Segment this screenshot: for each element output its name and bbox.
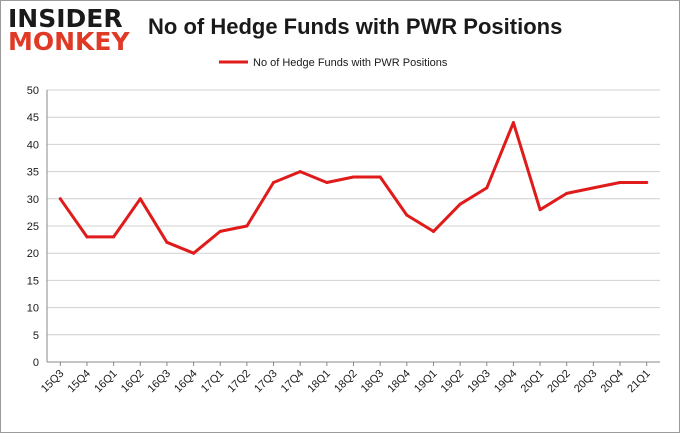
y-tick-label: 45	[27, 112, 39, 124]
data-point	[485, 186, 489, 190]
x-tick-label: 15Q4	[66, 368, 94, 396]
y-tick-labels: 0 5 10 15 20 25 30 35 40 45 50	[27, 85, 39, 369]
data-point	[218, 229, 222, 233]
x-tick-label: 20Q2	[545, 368, 573, 396]
x-tick-label: 21Q1	[625, 368, 653, 396]
series-line	[58, 121, 649, 255]
data-point	[85, 235, 89, 239]
data-point	[565, 191, 569, 195]
x-tick-label: 19Q2	[439, 368, 467, 396]
y-tick-label: 35	[27, 167, 39, 179]
series-layer	[58, 121, 649, 255]
x-tick-label: 19Q3	[465, 368, 493, 396]
y-tick-label: 30	[27, 194, 39, 206]
gridlines	[47, 89, 660, 336]
y-tick-label: 5	[33, 330, 39, 342]
legend: No of Hedge Funds with PWR Positions	[219, 57, 448, 69]
x-tick-label: 19Q1	[412, 368, 440, 396]
data-point	[325, 180, 329, 184]
x-tick-label: 20Q1	[519, 368, 547, 396]
data-point	[165, 240, 169, 244]
data-point	[272, 180, 276, 184]
x-tick-label: 16Q2	[119, 368, 147, 396]
data-point	[58, 197, 62, 201]
data-point	[618, 180, 622, 184]
data-point	[138, 197, 142, 201]
x-tick-label: 16Q4	[172, 368, 200, 396]
data-point	[591, 186, 595, 190]
logo-line-1: INSIDER	[8, 4, 123, 33]
logo-line-2: MONKEY	[8, 27, 130, 56]
y-tick-label: 15	[27, 275, 39, 287]
data-point	[298, 170, 302, 174]
x-tick-label: 17Q2	[225, 368, 253, 396]
data-point	[192, 251, 196, 255]
x-tick-label: 18Q1	[305, 368, 333, 396]
x-tick-label: 18Q3	[359, 368, 387, 396]
x-tick-label: 17Q3	[252, 368, 280, 396]
x-tick-label: 15Q3	[39, 368, 67, 396]
x-tick-labels: 15Q3 15Q4 16Q1 16Q2 16Q3 16Q4 17Q1 17Q2 17Q3 17Q4…	[39, 362, 653, 395]
x-tick-label: 20Q4	[599, 368, 627, 396]
insider-monkey-logo: INSIDER MONKEY	[8, 6, 130, 54]
data-point	[431, 229, 435, 233]
chart-title: No of Hedge Funds with PWR Positions	[148, 14, 563, 39]
data-point	[538, 208, 542, 212]
y-tick-label: 20	[27, 248, 39, 260]
x-tick-label: 17Q1	[199, 368, 227, 396]
x-tick-label: 18Q4	[385, 368, 413, 396]
data-point	[378, 175, 382, 179]
data-point	[458, 202, 462, 206]
data-point	[405, 213, 409, 217]
data-point	[511, 121, 515, 125]
x-tick-label: 17Q4	[279, 368, 307, 396]
x-tick-label: 16Q1	[92, 368, 120, 396]
y-tick-label: 10	[27, 303, 39, 315]
x-tick-label: 20Q3	[572, 368, 600, 396]
data-point	[352, 175, 355, 179]
x-tick-label: 16Q3	[146, 368, 174, 396]
y-tick-label: 25	[27, 221, 39, 233]
y-tick-label: 40	[27, 139, 39, 151]
data-point	[112, 235, 116, 239]
y-tick-label: 50	[27, 85, 39, 97]
data-point	[645, 180, 649, 184]
y-tick-label: 0	[33, 357, 39, 369]
data-point	[245, 224, 249, 228]
legend-label: No of Hedge Funds with PWR Positions	[253, 57, 448, 69]
x-tick-label: 19Q4	[492, 368, 520, 396]
x-tick-label: 18Q2	[332, 368, 360, 396]
